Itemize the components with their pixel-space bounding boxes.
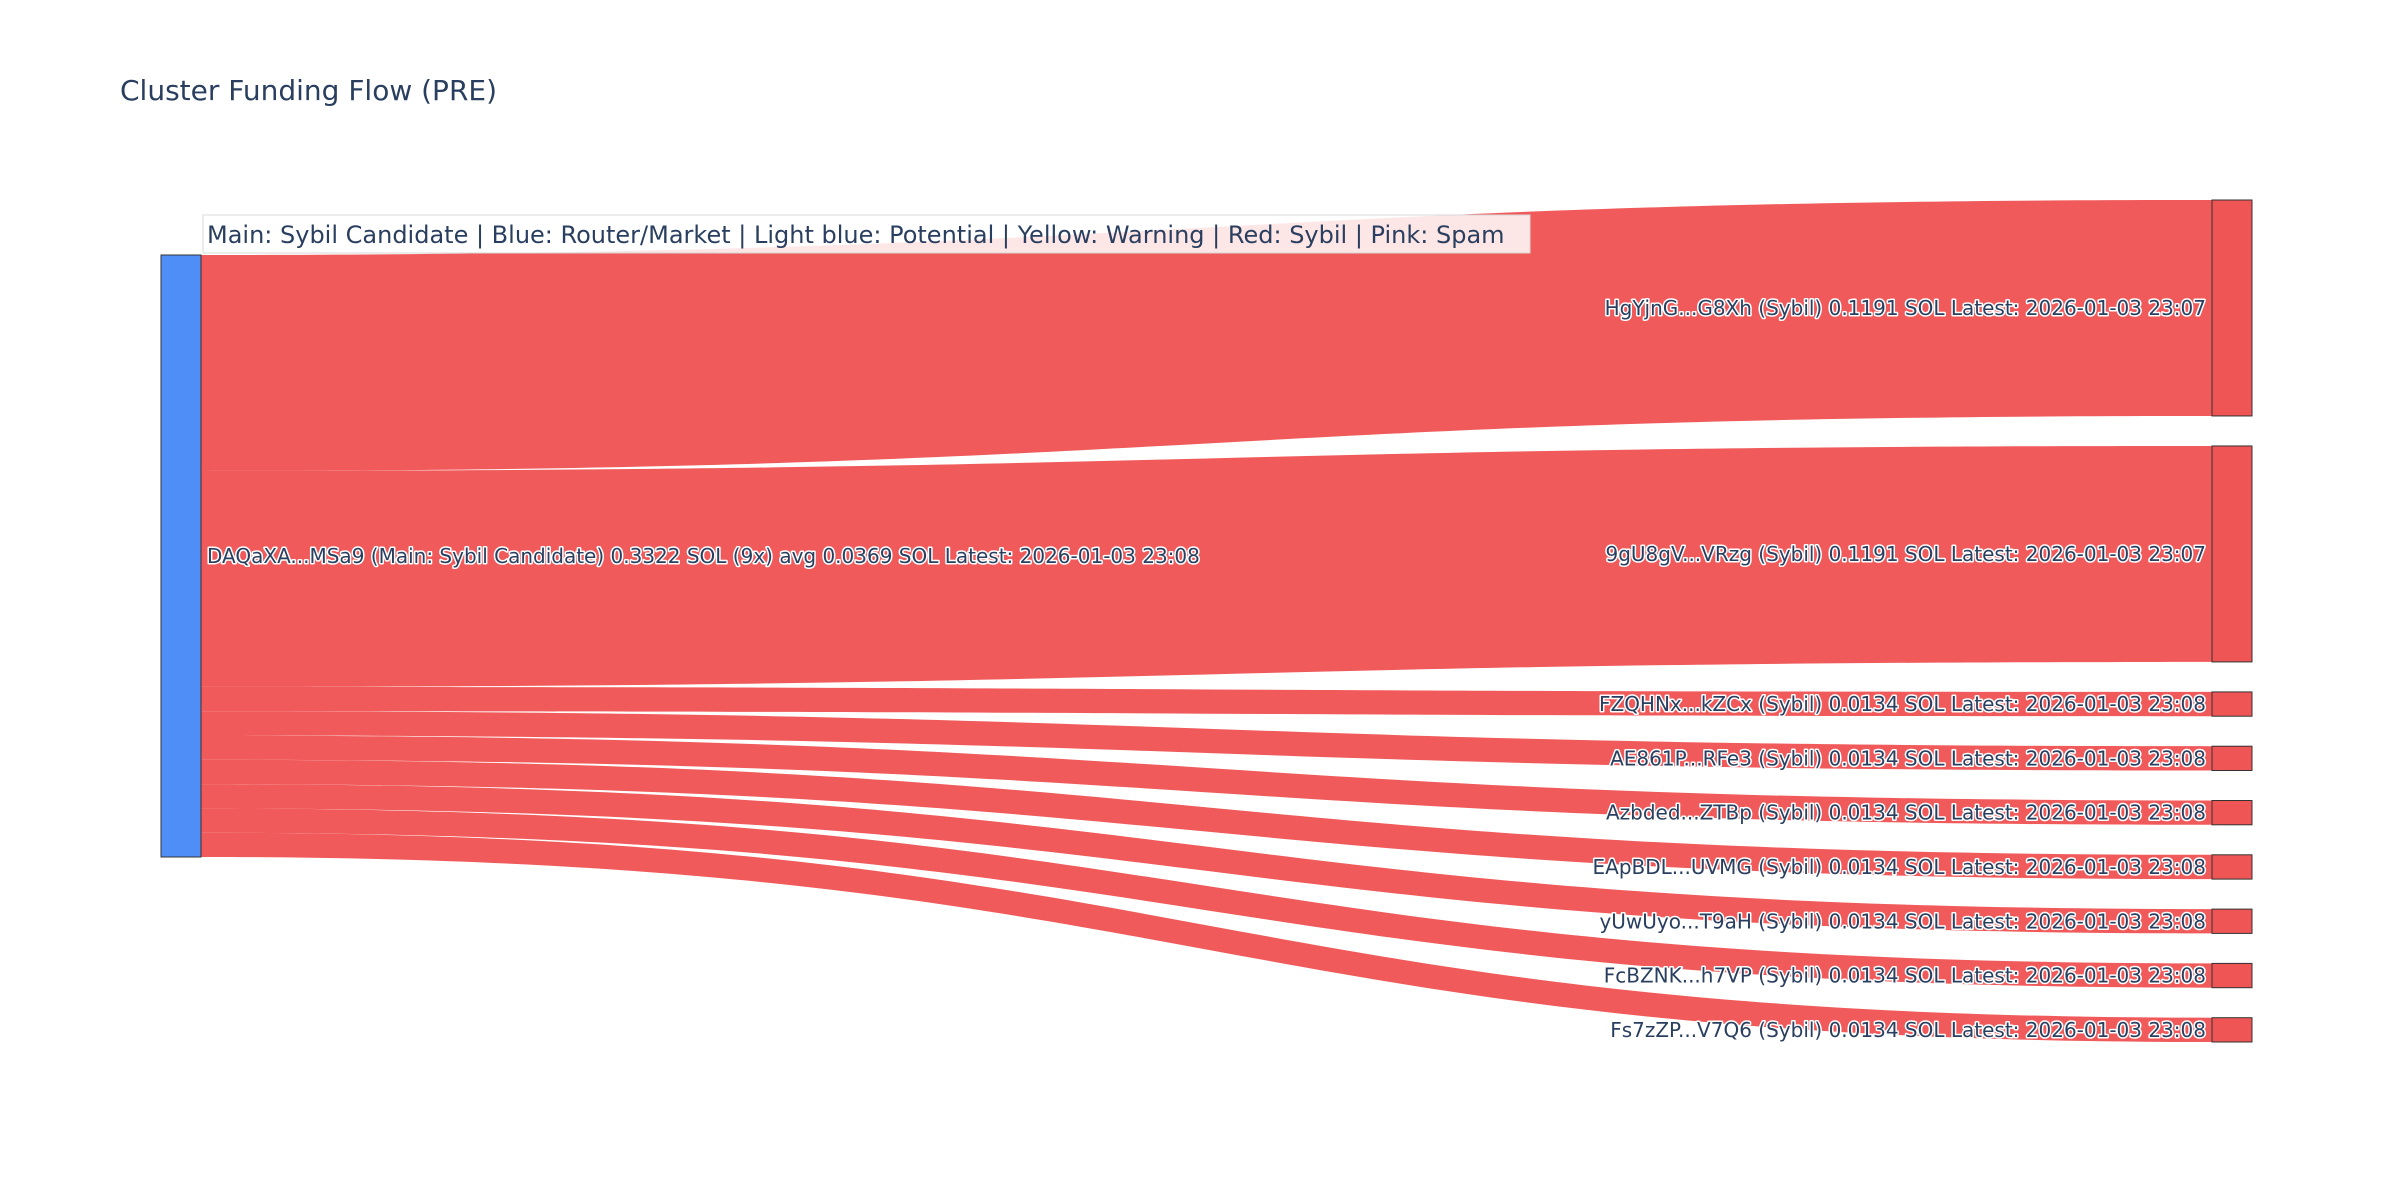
target-node-label: EApBDL...UVMG (Sybil) 0.0134 SOL Latest:… [1593,855,2207,879]
flow-link-fcbznk-h7vp [201,808,2212,988]
target-node-fcbznk-h7vp [2211,962,2253,989]
source-node [160,254,202,858]
flow-link-azbded-ztbp [201,735,2212,825]
target-node-label: 9gU8gV...VRzg (Sybil) 0.1191 SOL Latest:… [1606,542,2207,566]
target-node-label: FZQHNx...kZCx (Sybil) 0.0134 SOL Latest:… [1599,692,2206,716]
flow-link-yuwuyo-t9ah [201,784,2212,934]
target-node-label: Azbded...ZTBp (Sybil) 0.0134 SOL Latest:… [1606,801,2206,825]
target-node-label: Fs7zZP...V7Q6 (Sybil) 0.0134 SOL Latest:… [1610,1018,2206,1042]
links-layer [201,200,2212,1042]
labels-layer: HgYjnG...G8Xh (Sybil) 0.1191 SOL Latest:… [206,294,2208,1043]
nodes-layer [160,199,2253,1043]
target-node-9gu8gv-vrzg [2211,445,2253,663]
flow-link-fs7zzp-v7q6 [201,832,2212,1042]
target-node-eapbdl-uvmg [2211,854,2253,880]
flow-link-9gu8gv-vrzg [201,445,2212,687]
chart-title: Cluster Funding Flow (PRE) [120,74,497,107]
flow-link-ae861p-rfe3 [201,711,2212,771]
target-node-yuwuyo-t9ah [2211,908,2253,934]
flow-link-eapbdl-uvmg [201,759,2212,880]
flow-link-hgyjng-g8xh [201,200,2212,471]
target-node-label: AE861P...RFe3 (Sybil) 0.0134 SOL Latest:… [1610,746,2206,770]
legend-text: Main: Sybil Candidate | Blue: Router/Mar… [207,221,1505,249]
target-node-fzqhnx-kzcx [2211,691,2253,717]
legend-background [202,214,1531,254]
flow-link-fzqhnx-kzcx [201,686,2212,717]
target-node-label: yUwUyo...T9aH (Sybil) 0.0134 SOL Latest:… [1599,909,2206,933]
target-node-azbded-ztbp [2211,800,2253,826]
target-node-ae861p-rfe3 [2211,745,2253,772]
target-node-label: FcBZNK...h7VP (Sybil) 0.0134 SOL Latest:… [1604,964,2206,988]
target-node-label: HgYjnG...G8Xh (Sybil) 0.1191 SOL Latest:… [1605,296,2206,320]
target-node-hgyjng-g8xh [2211,199,2253,417]
source-node-label: DAQaXA...MSa9 (Main: Sybil Candidate) 0.… [207,544,1200,568]
legend-box: Main: Sybil Candidate | Blue: Router/Mar… [202,214,1531,254]
target-node-fs7zzp-v7q6 [2211,1017,2253,1043]
